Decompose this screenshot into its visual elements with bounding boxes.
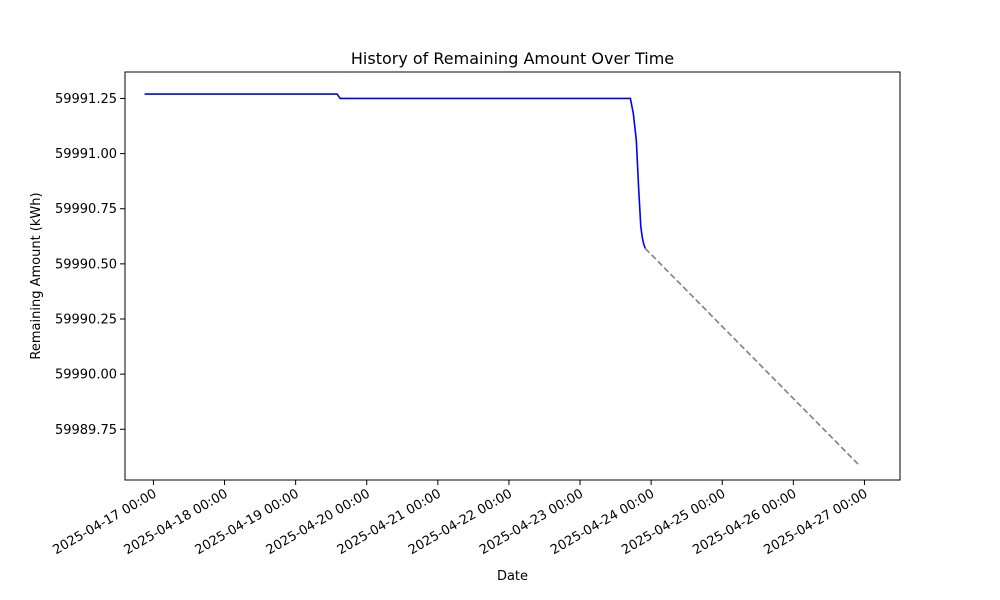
- x-axis-label: Date: [497, 569, 528, 584]
- plot-area: [124, 71, 901, 481]
- series-layer: [144, 93, 860, 466]
- y-axis: 59989.75 59990.00 59990.25 59990.50 59990.75…: [55, 92, 125, 438]
- y-tick-label: 59991.00: [55, 147, 117, 162]
- y-tick-label: 59990.00: [55, 368, 117, 383]
- projection-line: [644, 247, 860, 466]
- y-tick-label: 59990.75: [55, 202, 117, 217]
- history-line: [144, 93, 646, 249]
- y-axis-label: Remaining Amount (kWh): [29, 192, 44, 359]
- y-tick-label: 59990.25: [55, 313, 117, 328]
- chart-title: History of Remaining Amount Over Time: [351, 49, 674, 68]
- y-tick-label: 59991.25: [55, 92, 117, 107]
- y-tick-label: 59989.75: [55, 423, 117, 438]
- y-tick-label: 59990.50: [55, 257, 117, 272]
